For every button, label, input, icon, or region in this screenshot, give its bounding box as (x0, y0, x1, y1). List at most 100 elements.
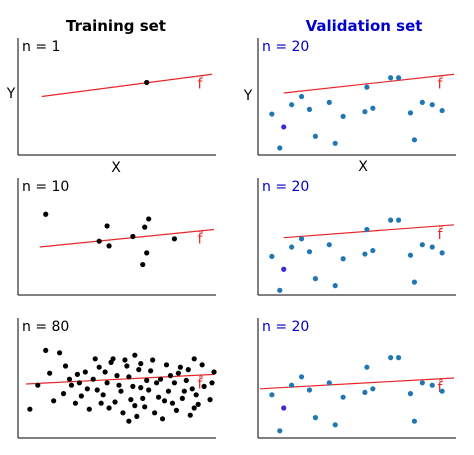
data-point (269, 253, 275, 259)
data-point (96, 364, 102, 370)
data-point (306, 249, 313, 255)
data-point (395, 355, 402, 361)
data-point (126, 418, 132, 424)
data-point (181, 388, 187, 394)
data-point (159, 416, 166, 422)
data-point (144, 377, 150, 383)
fit-label: f̂ (438, 226, 444, 243)
data-point (191, 356, 197, 362)
data-point (439, 107, 445, 114)
fitted-line (41, 73, 213, 98)
data-point (62, 363, 69, 369)
fit-label: f̂ (198, 231, 204, 248)
data-point (289, 382, 295, 388)
data-point (56, 350, 63, 356)
sample-size-label: n = 10 (22, 179, 69, 195)
data-point (340, 394, 346, 400)
panel-training-3: n = 80 f̂ (17, 318, 217, 439)
fitted-line (39, 228, 215, 248)
sample-size-label: n = 20 (262, 39, 309, 55)
data-point (138, 385, 144, 391)
data-point (211, 369, 217, 375)
data-point (411, 137, 418, 143)
data-point (326, 99, 332, 105)
data-point (364, 84, 370, 90)
data-point (94, 387, 100, 393)
fit-label: f̂ (198, 376, 204, 393)
data-point (429, 102, 435, 108)
data-point (90, 376, 96, 382)
data-point (68, 382, 75, 388)
data-point (47, 370, 53, 376)
data-point (96, 238, 102, 244)
data-point (142, 224, 148, 230)
data-point (289, 102, 295, 108)
data-point (138, 361, 144, 367)
data-point (281, 124, 287, 130)
data-point (43, 211, 49, 217)
data-point (189, 386, 195, 392)
data-point (326, 242, 332, 248)
data-point (326, 380, 332, 386)
data-point (132, 352, 138, 358)
data-point (51, 398, 57, 404)
data-point (66, 376, 73, 382)
panel-validation-1: n = 20 f̂ (257, 38, 456, 156)
data-point (130, 233, 136, 240)
data-point (187, 412, 193, 418)
data-point (439, 388, 445, 394)
data-point (298, 93, 305, 100)
data-point (429, 244, 435, 250)
data-point (114, 373, 120, 379)
sample-size-label: n = 20 (262, 319, 309, 335)
data-point (439, 250, 445, 256)
data-point (74, 371, 80, 377)
data-point (209, 380, 215, 386)
data-point (72, 400, 79, 406)
data-point (277, 428, 283, 434)
data-point (298, 236, 305, 242)
data-point (395, 217, 402, 223)
data-point (332, 140, 338, 146)
data-point (306, 387, 313, 393)
data-point (179, 395, 185, 401)
data-point (169, 400, 176, 406)
data-point (100, 392, 106, 398)
data-point (411, 418, 418, 424)
data-point (429, 382, 435, 388)
data-point (76, 380, 82, 386)
data-point (277, 145, 283, 151)
data-point (144, 250, 150, 256)
data-point (199, 362, 205, 368)
data-point (332, 422, 338, 428)
fitted-line (283, 224, 455, 239)
fit-label: f̂ (438, 379, 444, 396)
data-point (340, 256, 346, 262)
data-point (195, 401, 201, 407)
data-point (407, 391, 414, 397)
data-point (340, 113, 346, 119)
data-point (102, 369, 108, 375)
data-point (370, 105, 376, 111)
data-point (183, 377, 189, 383)
data-point (146, 216, 152, 222)
data-point (104, 380, 110, 386)
data-point (312, 133, 319, 139)
data-point (161, 398, 168, 404)
data-point (388, 217, 394, 223)
data-point (140, 395, 146, 401)
data-point (136, 367, 142, 373)
data-point (154, 380, 160, 386)
data-point (150, 357, 156, 363)
data-point (78, 393, 84, 399)
panel-validation-2: n = 20 f̂ (257, 178, 456, 296)
data-point (370, 247, 376, 254)
data-point (98, 400, 104, 406)
data-point (130, 383, 136, 389)
data-point (193, 392, 199, 398)
x-axis-label-right: X (358, 159, 368, 175)
data-point (207, 397, 213, 403)
data-point (163, 362, 170, 368)
data-point (86, 406, 92, 412)
